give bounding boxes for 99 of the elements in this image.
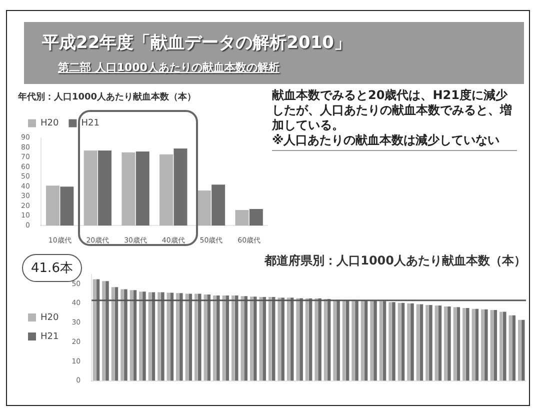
bar bbox=[490, 310, 494, 381]
bar bbox=[346, 300, 350, 381]
bar bbox=[142, 292, 146, 381]
bar bbox=[240, 296, 244, 381]
bar bbox=[96, 279, 100, 381]
text: 献血本数でみると20歳代は、H21度に減少したが、人口あたりの献血本数でみると、増加している。 bbox=[272, 88, 513, 133]
bar bbox=[207, 294, 211, 381]
bar bbox=[114, 287, 118, 381]
text: 平成22年度「献血データの解析2010」 bbox=[42, 32, 351, 54]
bar bbox=[364, 300, 368, 381]
bar bbox=[60, 186, 74, 226]
bar bbox=[262, 297, 266, 381]
bar bbox=[158, 292, 161, 381]
bar bbox=[46, 186, 60, 226]
bar bbox=[392, 302, 396, 381]
bar bbox=[174, 148, 188, 226]
bar bbox=[136, 151, 150, 226]
bar bbox=[300, 298, 303, 381]
bar bbox=[401, 302, 405, 381]
cloud-callout: 41.6本 bbox=[22, 254, 82, 282]
bar bbox=[102, 281, 106, 381]
bar bbox=[139, 292, 142, 381]
bar bbox=[250, 296, 254, 381]
bar bbox=[500, 312, 503, 381]
bar bbox=[370, 300, 374, 381]
bar bbox=[352, 300, 355, 381]
bar bbox=[355, 300, 358, 381]
bar bbox=[296, 298, 300, 381]
bar bbox=[453, 307, 457, 381]
legend-label: H20 bbox=[40, 312, 59, 323]
bar bbox=[98, 150, 112, 226]
bar bbox=[244, 296, 248, 381]
bar bbox=[448, 306, 451, 381]
bar bbox=[216, 295, 220, 381]
bar bbox=[120, 289, 124, 381]
bar bbox=[249, 209, 263, 226]
bar bbox=[213, 295, 216, 381]
bar bbox=[508, 315, 512, 381]
bar bbox=[278, 298, 281, 381]
bar bbox=[382, 301, 386, 381]
bar bbox=[521, 320, 525, 381]
bar bbox=[420, 304, 424, 381]
legend-label: H21 bbox=[81, 118, 100, 129]
bar bbox=[268, 297, 272, 381]
bar bbox=[342, 300, 346, 381]
bar bbox=[197, 190, 211, 226]
bar bbox=[212, 184, 226, 226]
chart-title: 年代別：人口1000人あたり献血本数（本） bbox=[17, 92, 196, 103]
legend-label: H21 bbox=[40, 332, 59, 342]
bar bbox=[388, 302, 392, 381]
bar bbox=[226, 295, 230, 381]
bar bbox=[180, 293, 183, 381]
bar bbox=[475, 308, 479, 381]
bar bbox=[176, 293, 180, 381]
bar bbox=[410, 303, 414, 381]
bar bbox=[466, 308, 470, 381]
bar bbox=[92, 279, 96, 381]
bar bbox=[318, 298, 322, 381]
bar bbox=[360, 300, 364, 381]
bar bbox=[438, 306, 442, 381]
bar bbox=[161, 292, 164, 381]
bar bbox=[434, 306, 438, 381]
bar bbox=[512, 315, 516, 381]
bar bbox=[462, 308, 466, 381]
bar bbox=[456, 307, 460, 381]
bar bbox=[235, 210, 249, 226]
bar bbox=[444, 306, 448, 381]
bar bbox=[416, 304, 420, 381]
bar bbox=[481, 309, 484, 381]
bar bbox=[518, 320, 522, 381]
text: 第二部 人口1000人あたりの献血本数の解析 bbox=[58, 60, 280, 75]
bar bbox=[494, 310, 498, 381]
bar bbox=[484, 309, 488, 381]
bar bbox=[160, 154, 174, 226]
bar bbox=[232, 295, 235, 381]
bar bbox=[314, 298, 318, 381]
bar bbox=[333, 300, 336, 381]
legend-label: H20 bbox=[40, 118, 59, 129]
bar bbox=[234, 295, 238, 381]
bar bbox=[502, 312, 506, 381]
bar bbox=[429, 304, 432, 381]
bar bbox=[194, 294, 198, 381]
bar bbox=[124, 289, 128, 381]
bar bbox=[379, 301, 383, 381]
bar bbox=[407, 303, 410, 381]
bar bbox=[259, 297, 263, 381]
bar bbox=[198, 294, 202, 381]
bar bbox=[111, 287, 115, 381]
text: ※人口あたりの献血本数は減少していない bbox=[272, 133, 517, 151]
bar bbox=[398, 302, 402, 381]
bar bbox=[426, 304, 429, 381]
bar bbox=[336, 300, 340, 381]
bar bbox=[472, 308, 476, 381]
bar bbox=[374, 300, 377, 381]
bar bbox=[122, 152, 136, 226]
bar bbox=[84, 150, 98, 226]
chart-title: 都道府県別：人口1000人あたり献血本数（本） bbox=[264, 253, 526, 268]
bar bbox=[106, 281, 109, 381]
bar bbox=[281, 298, 284, 381]
